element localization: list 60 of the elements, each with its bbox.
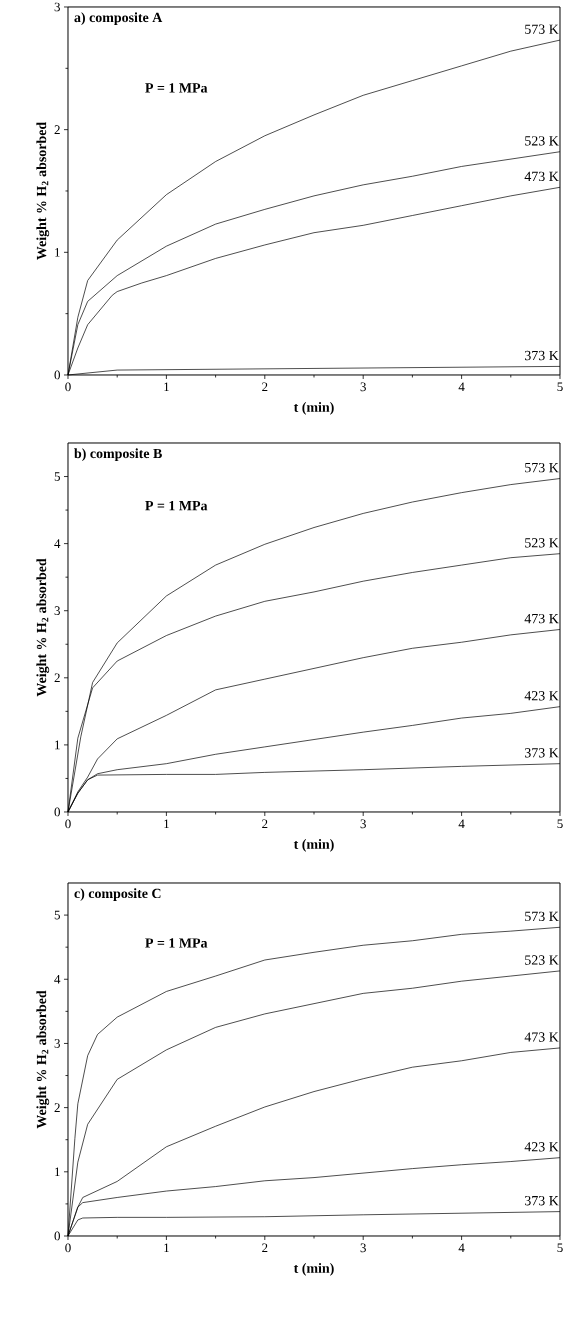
x-tick-label: 0 [65,1243,71,1253]
annotation: P = 1 MPa [145,938,208,948]
series-label: 373 K [524,1196,559,1206]
x-axis-title: t (min) [293,402,334,415]
chart-title: c) composite C [74,888,161,901]
y-tick-label: 1 [55,1167,60,1177]
y-tick-label: 3 [54,1039,60,1048]
x-axis-title: t (min) [293,1263,334,1276]
y-axis-title: Weight % H$_{2}$ absorbed [36,990,50,1129]
x-tick-label: 1 [164,819,169,829]
series-label: 573 K [525,462,559,473]
y-tick-label: 0 [54,807,60,817]
y-tick-label: 3 [54,2,60,12]
x-tick-label: 0 [65,819,71,829]
series-label: 423 K [524,691,559,701]
y-tick-label: 1 [55,248,60,257]
x-tick-label: 2 [262,819,268,829]
series-label: 573 K [525,24,559,34]
y-axis-title: Weight % H$_{2}$ absorbed [36,558,50,697]
series-label: 473 K [524,171,559,182]
x-tick-label: 5 [557,1243,563,1253]
x-axis-title: t (min) [293,839,334,852]
annotation: P = 1 MPa [145,83,208,93]
y-tick-label: 2 [54,1103,60,1112]
y-tick-label: 0 [54,1231,60,1241]
y-tick-label: 5 [54,910,60,920]
x-tick-label: 2 [262,1243,268,1253]
x-tick-label: 4 [458,819,465,829]
y-tick-label: 5 [54,472,60,481]
y-tick-label: 1 [55,740,60,750]
x-tick-label: 4 [458,1243,465,1253]
series-label: 473 K [524,613,559,624]
series-label: 523 K [525,538,559,548]
x-tick-label: 3 [360,382,366,392]
y-tick-label: 0 [54,370,60,380]
x-tick-label: 3 [360,819,366,829]
x-tick-label: 3 [360,1243,366,1253]
chart-title: b) composite B [74,448,162,461]
y-tick-label: 2 [54,673,60,683]
y-tick-label: 4 [54,974,61,984]
y-tick-label: 3 [54,606,60,616]
series-label: 423 K [524,1142,559,1152]
x-tick-label: 5 [557,819,563,829]
annotation: P = 1 MPa [145,501,208,511]
x-tick-label: 0 [65,382,71,392]
series-label: 373 K [524,350,559,361]
x-tick-label: 2 [262,382,268,392]
series-label: 473 K [524,1032,559,1042]
chart-title: a) composite A [74,12,163,25]
x-tick-label: 1 [164,382,169,392]
series-label: 523 K [525,955,559,965]
series-label: 523 K [525,136,559,146]
x-tick-label: 4 [458,382,465,392]
x-tick-label: 1 [164,1243,169,1253]
y-tick-label: 2 [54,125,60,134]
y-axis-title: Weight % H$_{2}$ absorbed [36,121,50,260]
y-tick-label: 4 [54,539,61,548]
series-label: 373 K [524,748,559,758]
series-label: 573 K [525,911,559,922]
x-tick-label: 5 [557,382,563,392]
